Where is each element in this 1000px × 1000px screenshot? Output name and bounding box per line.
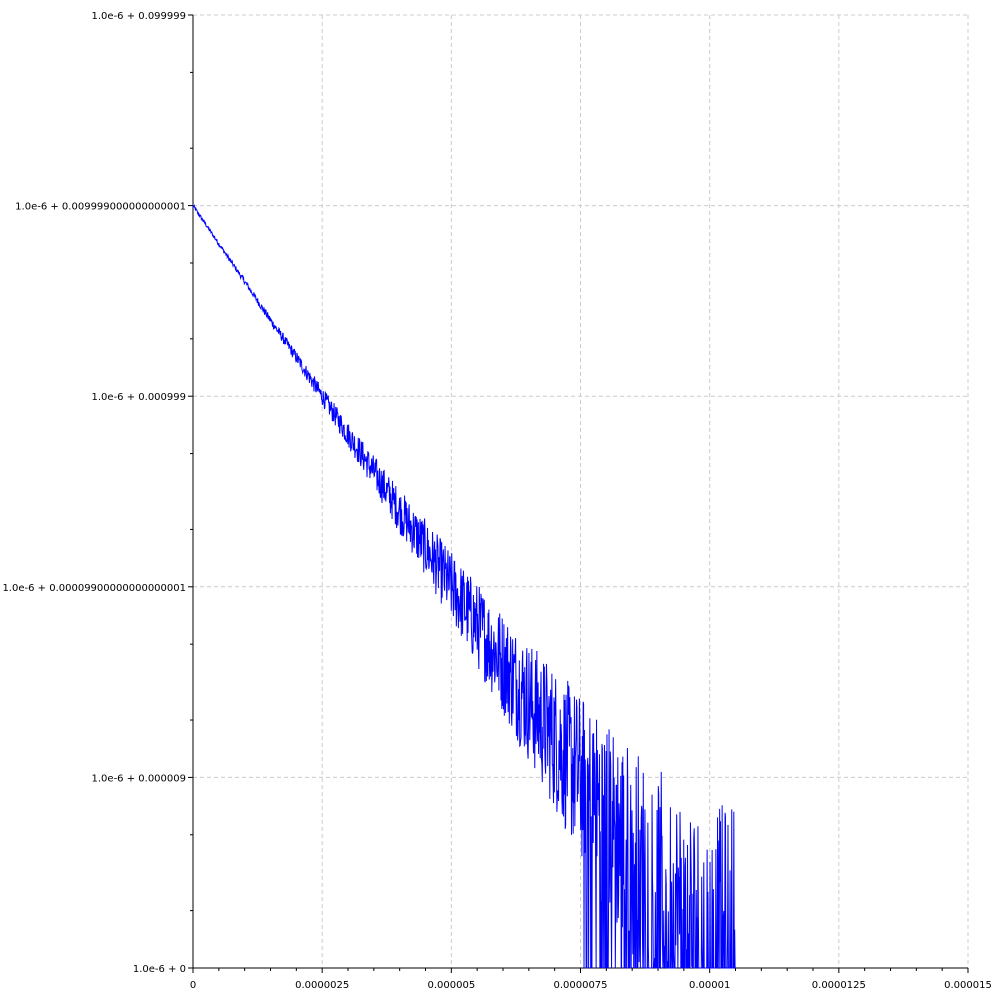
x-tick-label: 0 [190, 980, 196, 991]
x-tick-label: 0.0000075 [553, 980, 607, 991]
y-tick-label: 1.0e-6 + 0.00009900000000000001 [2, 583, 186, 594]
x-tick-label: 0.0000025 [295, 980, 349, 991]
x-tick-label: 0.000015 [944, 980, 992, 991]
y-tick-label: 1.0e-6 + 0.000999 [92, 392, 186, 403]
ticks: 0 0.0000025 0.000005 0.0000075 0.00001 0.0000… [2, 11, 991, 991]
x-tick-label: 0.00001 [689, 980, 730, 991]
y-tick-label: 1.0e-6 + 0.000009 [92, 773, 186, 784]
series [192, 204, 736, 969]
x-tick-label: 0.0000125 [812, 980, 866, 991]
y-tick-label: 1.0e-6 + 0.099999 [92, 11, 186, 22]
x-tick-label: 0.000005 [427, 980, 475, 991]
series-line [192, 204, 736, 969]
y-tick-label: 1.0e-6 + 0 [133, 964, 186, 975]
y-tick-label: 1.0e-6 + 0.009999000000000001 [15, 202, 186, 213]
